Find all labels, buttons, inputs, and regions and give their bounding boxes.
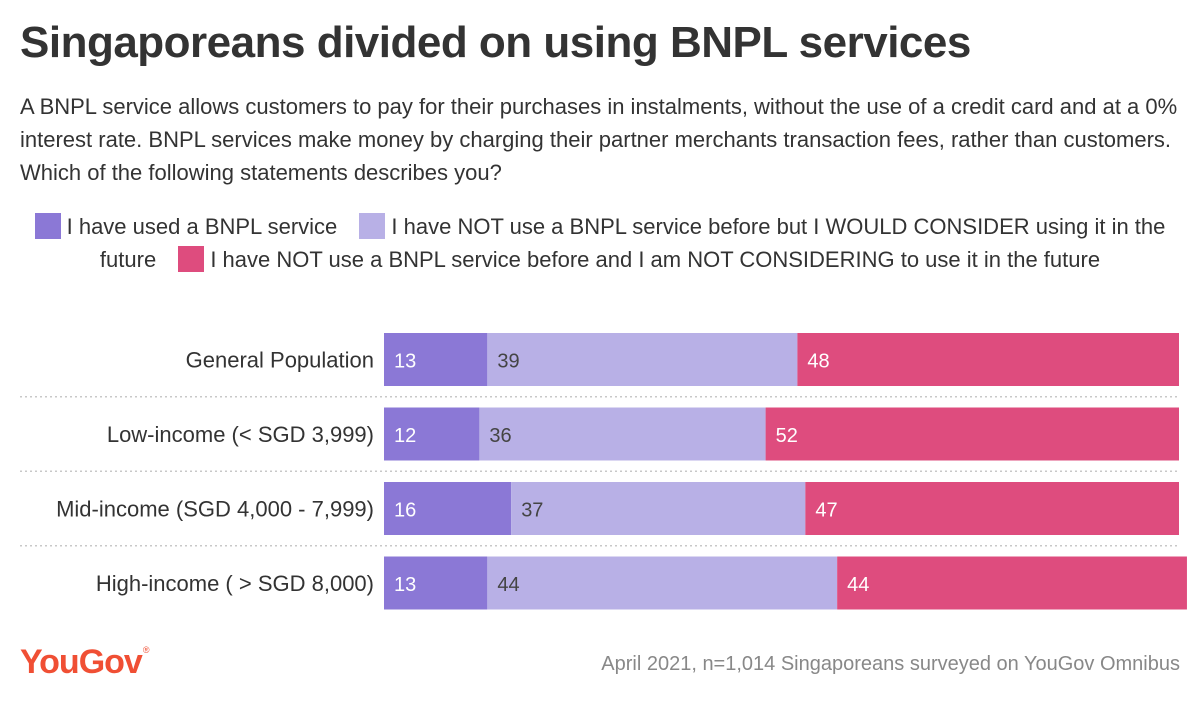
bar-segment bbox=[479, 407, 766, 461]
bar-segment bbox=[511, 482, 806, 535]
chart-subtitle: A BNPL service allows customers to pay f… bbox=[20, 94, 1178, 185]
legend-item-used: I have used a BNPL service bbox=[34, 213, 338, 239]
legend-label-not-considering: I have NOT use a BNPL service before and… bbox=[210, 247, 1101, 272]
bar-segment bbox=[805, 482, 1179, 535]
data-label: 13 bbox=[394, 574, 416, 596]
legend-label-would-consider: I have NOT use a BNPL service before but… bbox=[99, 214, 1166, 272]
legend-swatch-would-consider bbox=[359, 213, 386, 239]
data-label: 12 bbox=[394, 425, 416, 447]
category-label: Mid-income (SGD 4,000 - 7,999) bbox=[56, 497, 374, 522]
legend-swatch-used bbox=[34, 213, 61, 239]
data-label: 16 bbox=[394, 500, 416, 522]
data-label: 48 bbox=[807, 351, 829, 373]
data-label: 13 bbox=[394, 351, 416, 373]
bar-segment bbox=[837, 556, 1187, 610]
legend-swatch-not-considering bbox=[178, 246, 205, 272]
bar-segment bbox=[384, 556, 488, 610]
data-label: 39 bbox=[497, 351, 519, 373]
data-label: 44 bbox=[497, 574, 519, 596]
bar-segment bbox=[384, 333, 488, 386]
data-label: 36 bbox=[489, 425, 511, 447]
yougov-logo: YouGov® bbox=[20, 643, 150, 681]
stacked-bar-chart: General Population 13 39 48 Low-income (< SG… bbox=[20, 333, 1187, 610]
bar-segment bbox=[487, 333, 798, 386]
bar-segment bbox=[797, 333, 1179, 386]
footer-note: April 2021, n=1,014 Singaporeans surveye… bbox=[601, 653, 1180, 675]
category-label: High-income ( > SGD 8,000) bbox=[96, 571, 374, 596]
legend-item-would-consider: I have NOT use a BNPL service before but… bbox=[99, 213, 1166, 272]
category-label: General Population bbox=[186, 348, 374, 373]
legend-label-used: I have used a BNPL service bbox=[66, 214, 338, 239]
data-label: 47 bbox=[815, 500, 837, 522]
logo-text: YouGov bbox=[20, 643, 143, 681]
category-label: Low-income (< SGD 3,999) bbox=[107, 422, 374, 447]
bar-segment bbox=[487, 556, 838, 610]
legend: I have used a BNPL service I have NOT us… bbox=[20, 210, 1180, 276]
data-label: 37 bbox=[521, 500, 543, 522]
bar-segment bbox=[384, 482, 512, 535]
data-label: 44 bbox=[847, 574, 869, 596]
bar-segment bbox=[765, 407, 1179, 461]
bar-segment bbox=[384, 407, 480, 461]
chart-title: Singaporeans divided on using BNPL servi… bbox=[20, 18, 971, 67]
legend-item-not-considering: I have NOT use a BNPL service before and… bbox=[162, 246, 1101, 272]
data-label: 52 bbox=[776, 425, 798, 447]
